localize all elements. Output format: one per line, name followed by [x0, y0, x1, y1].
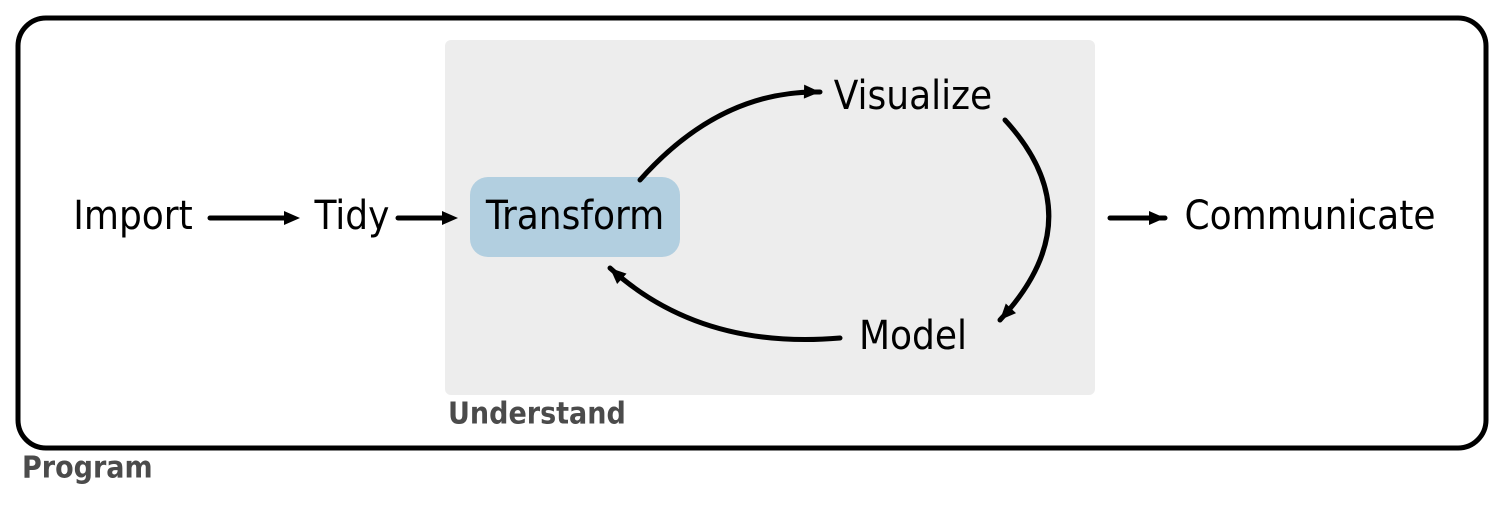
- node-tidy: Tidy: [314, 193, 390, 239]
- node-model: Model: [859, 313, 967, 359]
- node-visualize: Visualize: [834, 73, 992, 119]
- node-communicate: Communicate: [1185, 193, 1436, 239]
- data-science-workflow-diagram: Import Tidy Transform Visualize Model Co…: [0, 0, 1504, 508]
- node-transform: Transform: [485, 193, 664, 239]
- program-label: Program: [22, 451, 153, 486]
- understand-label: Understand: [448, 397, 626, 432]
- node-import: Import: [73, 193, 192, 239]
